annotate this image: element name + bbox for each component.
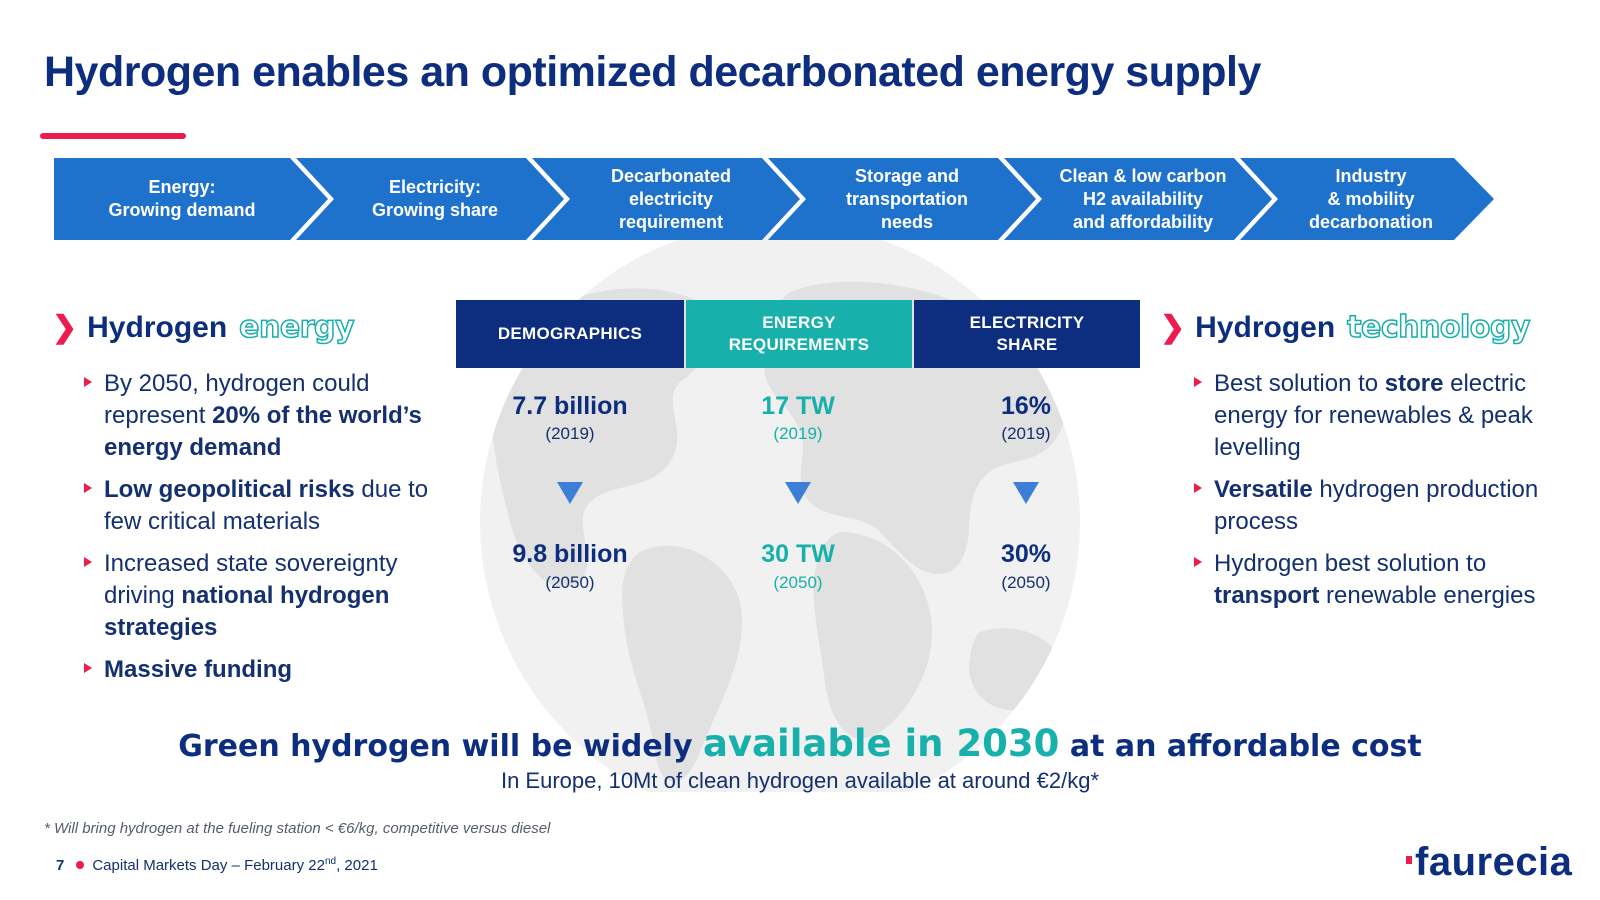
chevron-step-5 xyxy=(1004,158,1272,240)
kpi-year-2050: (2050) xyxy=(545,573,595,592)
bullet-text: Best solution to xyxy=(1214,370,1385,397)
bullet-text: 20% of the world’s energy demand xyxy=(104,402,422,461)
statement-part-1: Green hydrogen will be widely xyxy=(178,729,703,764)
right-bullet-item: Versatile hydrogen production process xyxy=(1194,474,1574,538)
bullet-text: hydrogen production process xyxy=(1214,476,1539,535)
right-heading: ❯ Hydrogen technology xyxy=(1160,309,1531,346)
kpi-year-2019: (2019) xyxy=(773,424,823,443)
left-bullet-item: Massive funding xyxy=(84,654,444,686)
bullet-text: national hydrogen strategies xyxy=(104,582,390,641)
triangle-bullet-icon xyxy=(1194,483,1202,493)
footer-text-main: Capital Markets Day – February 22 xyxy=(92,857,325,874)
process-step-label: Decarbonated electricity requirement xyxy=(610,165,732,232)
process-step-label: Electricity: Growing share xyxy=(371,177,499,220)
bullet-text: By 2050, hydrogen could represent xyxy=(104,370,370,429)
bullet-text: Increased state sovereignty driving xyxy=(104,550,398,609)
process-chevron-shapes xyxy=(54,158,1494,240)
key-statement: Green hydrogen will be widely available … xyxy=(0,722,1600,765)
kpi-header-demographics: DEMOGRAPHICS xyxy=(456,300,684,368)
page-number: 7 xyxy=(56,856,65,874)
process-step-label: Storage and transportation needs xyxy=(845,165,968,232)
triangle-bullet-icon xyxy=(1194,557,1202,567)
statement-part-2: at an affordable cost xyxy=(1059,729,1422,764)
kpi-value-2050: 9.8 billion xyxy=(512,540,628,568)
right-bullet-item: Hydrogen best solution to transport rene… xyxy=(1194,548,1574,612)
kpi-value-2019: 16% xyxy=(1000,392,1052,420)
left-bullet-item: By 2050, hydrogen could represent 20% of… xyxy=(84,368,444,464)
triangle-bullet-icon xyxy=(84,483,92,493)
bullet-text: Low geopolitical risks xyxy=(104,476,355,503)
footnote: * Will bring hydrogen at the fueling sta… xyxy=(44,820,551,837)
chevron-right-icon: ❯ xyxy=(52,311,78,344)
down-arrow-icon xyxy=(785,482,811,504)
kpi-year-2019: (2019) xyxy=(1001,424,1051,443)
bullet-text: store xyxy=(1384,370,1444,397)
left-bullet-item: Increased state sovereignty driving nati… xyxy=(84,548,444,644)
right-bullet-list: Best solution to store electric energy f… xyxy=(1194,368,1574,622)
left-heading-accent: energy xyxy=(238,309,355,346)
right-heading-main: Hydrogen xyxy=(1195,310,1336,344)
chevron-step-1 xyxy=(54,158,328,240)
triangle-bullet-icon xyxy=(84,557,92,567)
process-step-label: Energy: Growing demand xyxy=(108,177,256,220)
bullet-text: electric energy for renewables & peak le… xyxy=(1214,370,1533,461)
process-step-label: Clean & low carbon H2 availability and a… xyxy=(1059,165,1227,232)
down-arrow-icon xyxy=(557,482,583,504)
sub-statement: In Europe, 10Mt of clean hydrogen availa… xyxy=(500,768,1100,793)
logo-mark-icon xyxy=(1406,856,1412,864)
chevron-step-2 xyxy=(296,158,564,240)
left-bullet-item: Low geopolitical risks due to few critic… xyxy=(84,474,444,538)
chevron-step-4 xyxy=(768,158,1036,240)
footer-text: Capital Markets Day – February 22nd, 202… xyxy=(92,856,377,874)
bullet-text: Hydrogen best solution to xyxy=(1214,550,1487,577)
page-title: Hydrogen enables an optimized decarbonat… xyxy=(44,48,1261,96)
kpi-value-2050: 30% xyxy=(1000,540,1052,568)
bullet-text: transport xyxy=(1214,582,1320,609)
kpi-value-2019: 7.7 billion xyxy=(512,392,628,420)
kpi-year-2050: (2050) xyxy=(1001,573,1051,592)
bullet-text: due to few critical materials xyxy=(104,476,429,535)
title-underline xyxy=(40,133,186,139)
down-arrow-icon xyxy=(1013,482,1039,504)
triangle-bullet-icon xyxy=(84,377,92,387)
kpi-value-2050: 30 TW xyxy=(761,540,835,568)
bullet-text: renewable energies xyxy=(1319,582,1536,609)
bullet-text: Versatile xyxy=(1214,476,1313,503)
faurecia-logo: faurecia xyxy=(1406,840,1572,885)
footer-superscript: nd xyxy=(324,856,337,867)
kpi-year-2050: (2050) xyxy=(773,573,823,592)
right-bullet-item: Best solution to store electric energy f… xyxy=(1194,368,1574,464)
footer: 7 Capital Markets Day – February 22nd, 2… xyxy=(56,856,378,874)
triangle-bullet-icon xyxy=(1194,377,1202,387)
left-bullet-list: By 2050, hydrogen could represent 20% of… xyxy=(84,368,444,696)
triangle-bullet-icon xyxy=(84,663,92,673)
logo-text: faurecia xyxy=(1415,840,1573,884)
chevron-step-6 xyxy=(1240,158,1494,240)
right-heading-accent: technology xyxy=(1346,309,1531,346)
left-heading: ❯ Hydrogen energy xyxy=(52,309,355,346)
kpi-header-energy: ENERGY REQUIREMENTS xyxy=(686,300,912,368)
kpi-year-2019: (2019) xyxy=(545,424,595,443)
kpi-value-2019: 17 TW xyxy=(761,392,835,420)
process-step-label: Industry & mobility decarbonation xyxy=(1308,165,1433,232)
kpi-header-electricity: ELECTRICITY SHARE xyxy=(914,300,1140,368)
chevron-right-icon: ❯ xyxy=(1160,311,1186,344)
bullet-text: Massive funding xyxy=(104,656,293,683)
chevron-step-3 xyxy=(532,158,800,240)
footer-text-year: , 2021 xyxy=(336,857,378,874)
bullet-dot-icon xyxy=(76,861,85,869)
statement-highlight: available in 2030 xyxy=(702,722,1060,765)
process-chevrons: Energy: Growing demand Electricity: Grow… xyxy=(54,158,1494,240)
left-heading-main: Hydrogen xyxy=(87,310,228,344)
